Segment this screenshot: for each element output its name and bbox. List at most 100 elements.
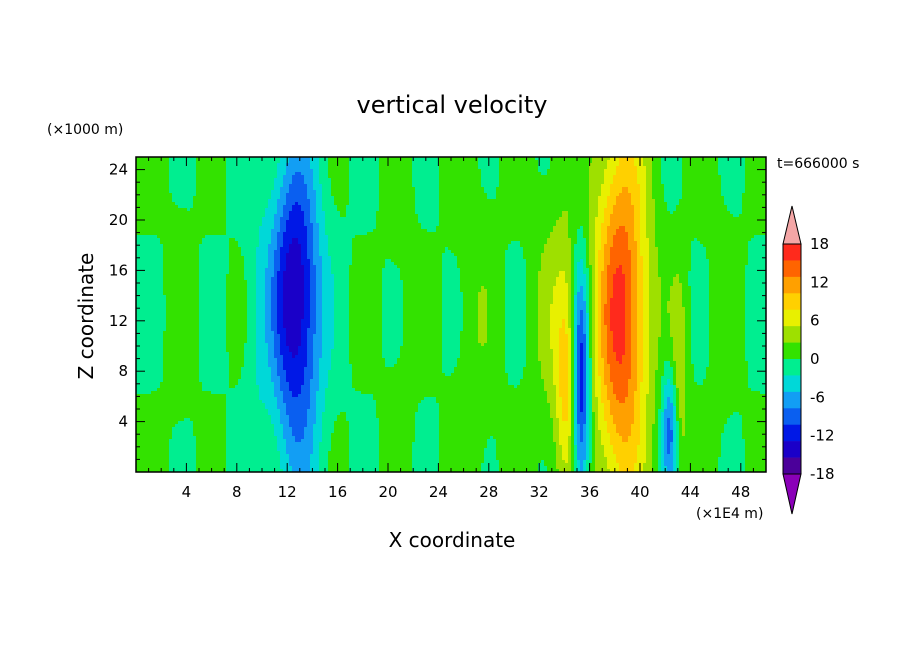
heatmap-cell [625, 226, 628, 229]
heatmap-cell [568, 202, 571, 205]
heatmap-cell [616, 181, 619, 184]
heatmap-cell [439, 223, 442, 226]
heatmap-cell [181, 175, 184, 178]
heatmap-cell [160, 178, 163, 181]
heatmap-cell [760, 202, 763, 205]
heatmap-cell [301, 217, 304, 220]
heatmap-cell [289, 190, 292, 193]
heatmap-cell [226, 172, 229, 175]
heatmap-cell [436, 190, 439, 193]
heatmap-cell [259, 217, 262, 220]
heatmap-cell [334, 196, 337, 199]
heatmap-cell [307, 178, 310, 181]
heatmap-cell [211, 193, 214, 196]
heatmap-cell [262, 166, 265, 169]
heatmap-cell [475, 172, 478, 175]
heatmap-cell [451, 214, 454, 217]
heatmap-cell [478, 205, 481, 208]
heatmap-cell [682, 184, 685, 187]
heatmap-cell [679, 160, 682, 163]
heatmap-cell [340, 166, 343, 169]
heatmap-cell [628, 172, 631, 175]
heatmap-cell [673, 196, 676, 199]
heatmap-cell [502, 181, 505, 184]
heatmap-cell [154, 184, 157, 187]
heatmap-cell [613, 190, 616, 193]
heatmap-cell [379, 166, 382, 169]
heatmap-cell [688, 205, 691, 208]
heatmap-cell [223, 181, 226, 184]
heatmap-cell [568, 169, 571, 172]
heatmap-cell [301, 175, 304, 178]
heatmap-cell [565, 226, 568, 229]
heatmap-cell [322, 202, 325, 205]
heatmap-cell [172, 211, 175, 214]
heatmap-cell [439, 217, 442, 220]
heatmap-cell [760, 184, 763, 187]
heatmap-cell [475, 178, 478, 181]
heatmap-cell [511, 184, 514, 187]
heatmap-cell [604, 166, 607, 169]
heatmap-cell [304, 178, 307, 181]
heatmap-cell [385, 205, 388, 208]
heatmap-cell [586, 214, 589, 217]
heatmap-cell [586, 169, 589, 172]
heatmap-cell [220, 172, 223, 175]
heatmap-cell [655, 199, 658, 202]
heatmap-cell [160, 199, 163, 202]
heatmap-cell [559, 187, 562, 190]
heatmap-cell [340, 187, 343, 190]
heatmap-cell [682, 193, 685, 196]
heatmap-cell [589, 223, 592, 226]
heatmap-cell [511, 175, 514, 178]
heatmap-cell [310, 193, 313, 196]
heatmap-cell [151, 220, 154, 223]
heatmap-cell [433, 214, 436, 217]
heatmap-cell [193, 181, 196, 184]
heatmap-cell [349, 208, 352, 211]
heatmap-cell [652, 184, 655, 187]
heatmap-cell [676, 166, 679, 169]
heatmap-cell [727, 199, 730, 202]
heatmap-cell [673, 211, 676, 214]
heatmap-cell [457, 205, 460, 208]
heatmap-cell [688, 199, 691, 202]
heatmap-cell [304, 184, 307, 187]
heatmap-cell [616, 193, 619, 196]
heatmap-cell [532, 220, 535, 223]
heatmap-cell [655, 187, 658, 190]
heatmap-cell [205, 184, 208, 187]
heatmap-cell [628, 175, 631, 178]
heatmap-cell [445, 184, 448, 187]
heatmap-cell [562, 190, 565, 193]
heatmap-cell [157, 181, 160, 184]
heatmap-cell [718, 166, 721, 169]
heatmap-cell [355, 211, 358, 214]
heatmap-cell [253, 217, 256, 220]
heatmap-cell [220, 190, 223, 193]
heatmap-cell [139, 211, 142, 214]
heatmap-cell [448, 193, 451, 196]
heatmap-cell [364, 172, 367, 175]
heatmap-cell [604, 193, 607, 196]
heatmap-cell [472, 217, 475, 220]
heatmap-cell [289, 166, 292, 169]
heatmap-cell [379, 217, 382, 220]
heatmap-cell [595, 172, 598, 175]
heatmap-cell [145, 166, 148, 169]
heatmap-cell [748, 178, 751, 181]
heatmap-cell [208, 193, 211, 196]
heatmap-cell [334, 166, 337, 169]
heatmap-cell [307, 205, 310, 208]
heatmap-cell [304, 205, 307, 208]
heatmap-cell [277, 208, 280, 211]
heatmap-cell [691, 172, 694, 175]
heatmap-cell [532, 211, 535, 214]
heatmap-cell [445, 187, 448, 190]
heatmap-cell [589, 202, 592, 205]
heatmap-cell [391, 193, 394, 196]
heatmap-cell [526, 163, 529, 166]
heatmap-cell [433, 208, 436, 211]
heatmap-cell [508, 205, 511, 208]
heatmap-cell [283, 205, 286, 208]
